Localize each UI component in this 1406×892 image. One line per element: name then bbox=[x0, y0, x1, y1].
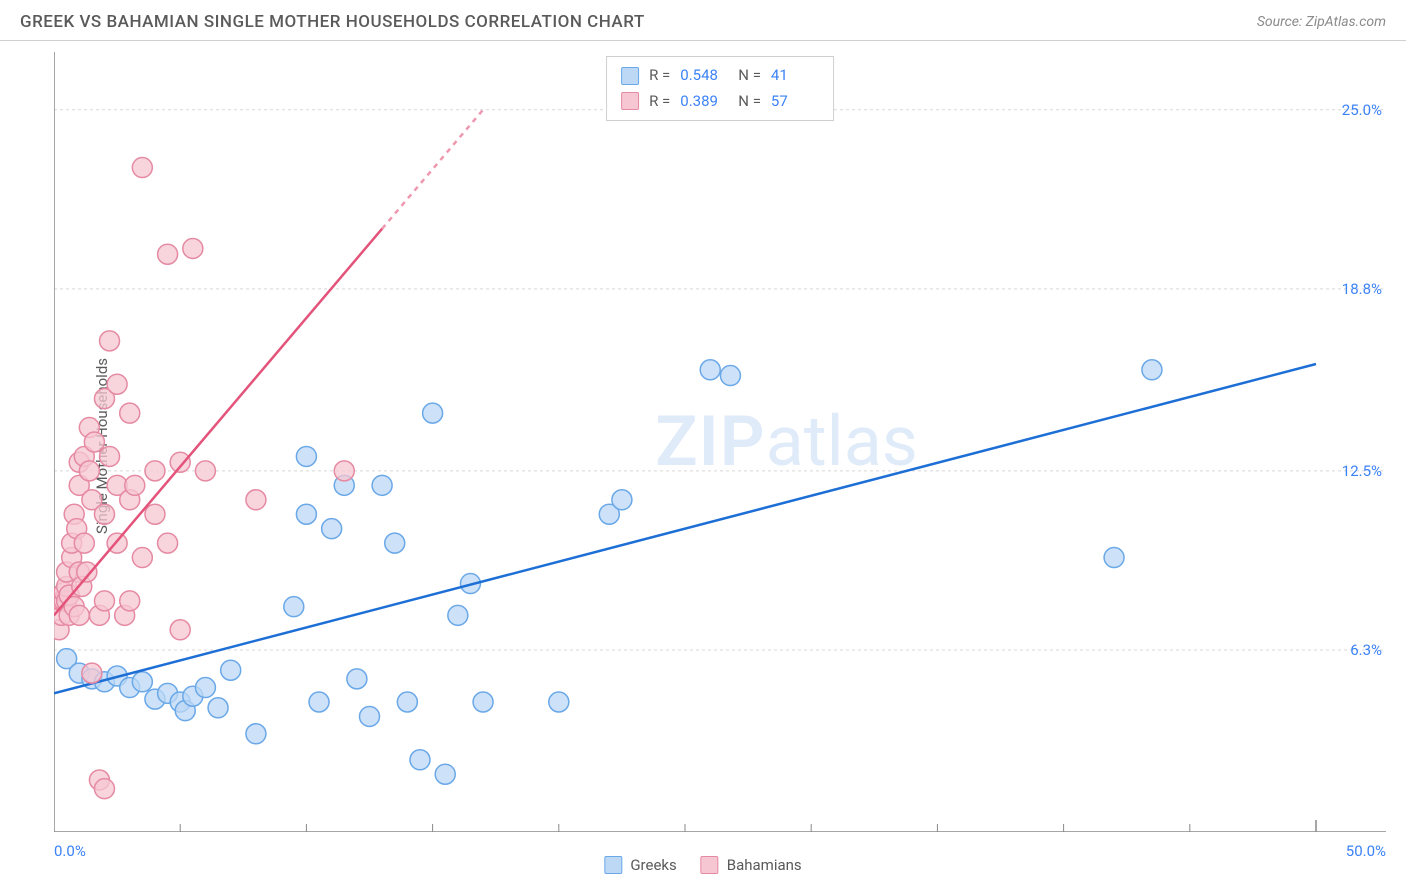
source-attribution: Source: ZipAtlas.com bbox=[1257, 14, 1386, 30]
y-tick-label: 6.3% bbox=[1350, 641, 1382, 659]
legend: Greeks Bahamians bbox=[604, 856, 801, 874]
stats-swatch-greeks bbox=[621, 67, 639, 85]
legend-item-bahamians: Bahamians bbox=[701, 856, 802, 874]
stats-row-bahamians: R = 0.389 N = 57 bbox=[621, 89, 819, 115]
correlation-stats-box: R = 0.548 N = 41 R = 0.389 N = 57 bbox=[606, 56, 834, 121]
chart-area: ZIPatlas R = 0.548 N = 41 R = 0.389 N = … bbox=[54, 52, 1386, 832]
stats-row-greeks: R = 0.548 N = 41 bbox=[621, 63, 819, 89]
legend-item-greeks: Greeks bbox=[604, 856, 676, 874]
y-tick-label: 25.0% bbox=[1342, 101, 1382, 119]
x-axis-max-label: 50.0% bbox=[1346, 842, 1386, 860]
y-tick-label: 12.5% bbox=[1342, 462, 1382, 480]
scatter-plot bbox=[54, 52, 1386, 832]
header: GREEK VS BAHAMIAN SINGLE MOTHER HOUSEHOL… bbox=[0, 0, 1406, 41]
y-tick-label: 18.8% bbox=[1342, 280, 1382, 298]
legend-swatch-greeks bbox=[604, 856, 622, 874]
legend-swatch-bahamians bbox=[701, 856, 719, 874]
chart-title: GREEK VS BAHAMIAN SINGLE MOTHER HOUSEHOL… bbox=[20, 12, 645, 32]
x-axis-min-label: 0.0% bbox=[54, 842, 86, 860]
stats-swatch-bahamians bbox=[621, 92, 639, 110]
